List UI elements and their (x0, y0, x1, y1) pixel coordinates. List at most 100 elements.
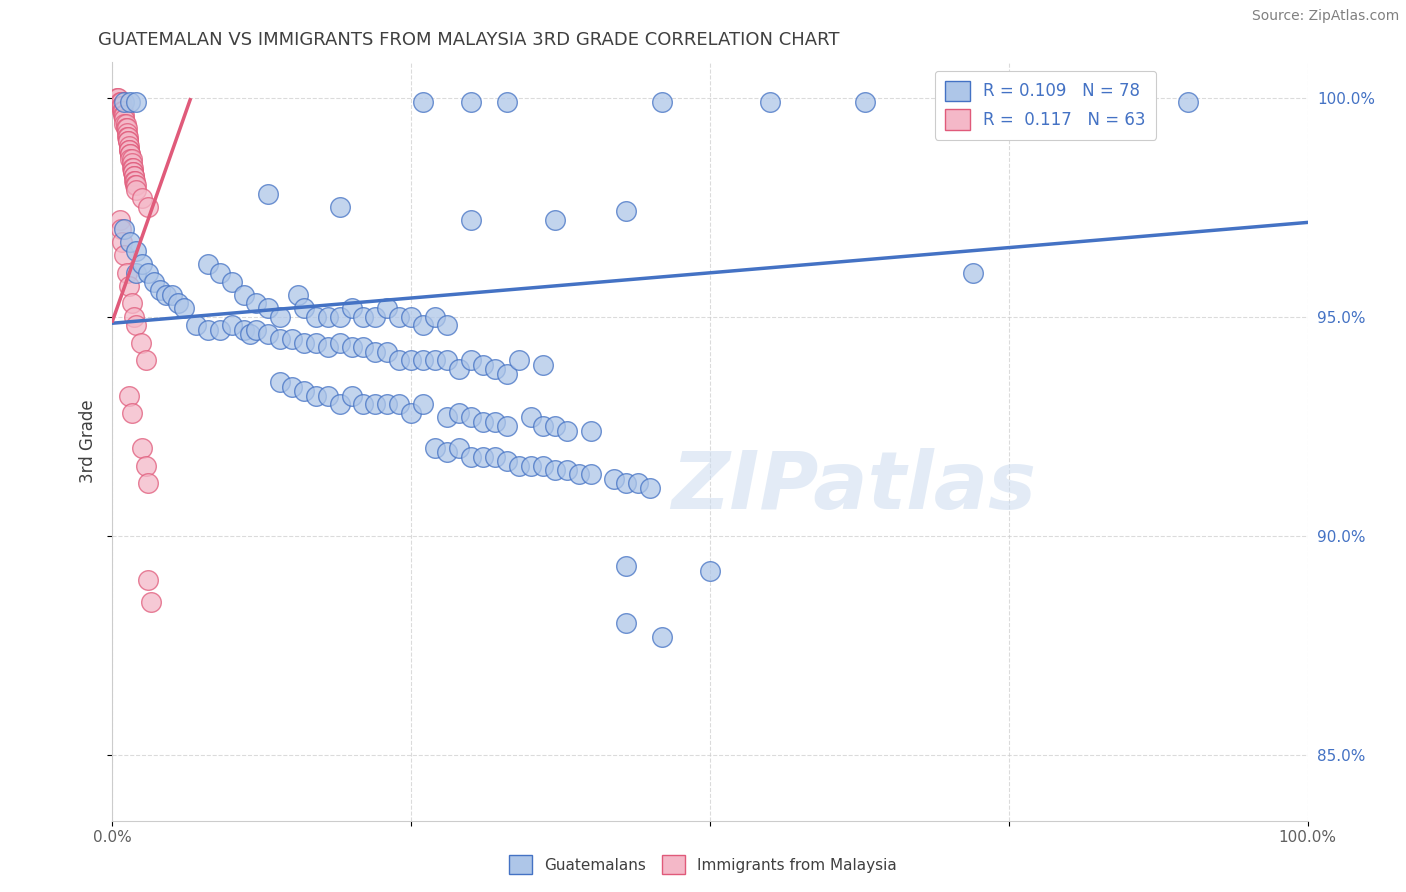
Legend: R = 0.109   N = 78, R =  0.117   N = 63: R = 0.109 N = 78, R = 0.117 N = 63 (935, 70, 1156, 140)
Point (108, 213, 131, 227)
Point (543, 463, 565, 477)
Point (114, 121, 136, 136)
Point (364, 344, 387, 359)
Point (531, 458, 554, 473)
Point (125, 178, 148, 193)
Point (603, 472, 626, 486)
Point (460, 410, 482, 425)
Point (111, 235, 134, 249)
Point (162, 287, 183, 301)
Point (121, 165, 143, 179)
Point (472, 450, 495, 464)
Point (118, 143, 141, 157)
Point (117, 134, 139, 148)
Point (143, 275, 166, 289)
Legend: Guatemalans, Immigrants from Malaysia: Guatemalans, Immigrants from Malaysia (503, 849, 903, 880)
Point (484, 450, 506, 464)
Point (640, 481, 662, 495)
Point (329, 397, 352, 411)
Point (269, 376, 291, 390)
Point (329, 310, 352, 324)
Point (114, 248, 135, 262)
Point (447, 362, 470, 376)
Point (221, 318, 243, 333)
Point (121, 156, 143, 170)
Point (233, 323, 256, 337)
Point (316, 340, 339, 354)
Point (173, 301, 195, 315)
Text: Source: ZipAtlas.com: Source: ZipAtlas.com (1251, 9, 1399, 23)
Point (472, 358, 495, 372)
Point (114, 95, 135, 109)
Point (110, 99, 132, 113)
Point (114, 117, 135, 131)
Point (329, 335, 352, 350)
Point (460, 450, 482, 464)
Point (120, 147, 142, 161)
Point (616, 204, 638, 219)
Text: GUATEMALAN VS IMMIGRANTS FROM MALAYSIA 3RD GRADE CORRELATION CHART: GUATEMALAN VS IMMIGRANTS FROM MALAYSIA 3… (98, 31, 839, 49)
Point (110, 95, 132, 109)
Point (124, 178, 146, 193)
Point (508, 353, 530, 368)
Point (138, 476, 160, 491)
Point (149, 283, 172, 297)
Point (412, 397, 434, 411)
Point (292, 301, 315, 315)
Point (616, 476, 638, 491)
Point (233, 287, 256, 301)
Point (197, 323, 219, 337)
Point (616, 616, 638, 631)
Point (121, 161, 143, 175)
Point (627, 476, 650, 491)
Point (484, 362, 506, 376)
Point (120, 235, 142, 249)
Point (115, 121, 138, 136)
Point (121, 165, 143, 179)
Point (125, 95, 148, 109)
Point (117, 130, 139, 145)
Point (496, 454, 519, 468)
Point (269, 332, 291, 346)
Point (118, 138, 141, 153)
Point (257, 327, 280, 342)
Point (447, 441, 470, 455)
Point (281, 380, 304, 394)
Point (121, 152, 143, 166)
Point (447, 406, 470, 420)
Point (377, 397, 399, 411)
Point (316, 310, 339, 324)
Point (305, 335, 328, 350)
Point (131, 191, 153, 205)
Point (292, 335, 315, 350)
Point (412, 95, 434, 109)
Point (209, 323, 232, 337)
Point (257, 186, 280, 201)
Point (352, 310, 374, 324)
Point (651, 630, 673, 644)
Point (139, 594, 162, 608)
Point (121, 161, 143, 175)
Point (531, 358, 554, 372)
Point (115, 130, 138, 145)
Point (699, 564, 721, 578)
Point (115, 126, 138, 140)
Point (460, 353, 482, 368)
Point (108, 95, 131, 109)
Point (131, 257, 153, 271)
Point (855, 95, 877, 109)
Point (543, 419, 565, 434)
Point (125, 266, 148, 280)
Point (340, 301, 363, 315)
Point (118, 143, 141, 157)
Point (257, 301, 280, 315)
Point (115, 266, 138, 280)
Point (120, 152, 142, 166)
Point (436, 445, 458, 459)
Point (364, 397, 387, 411)
Point (114, 112, 135, 127)
Point (107, 90, 129, 104)
Point (305, 388, 328, 402)
Point (543, 213, 565, 227)
Point (364, 310, 387, 324)
